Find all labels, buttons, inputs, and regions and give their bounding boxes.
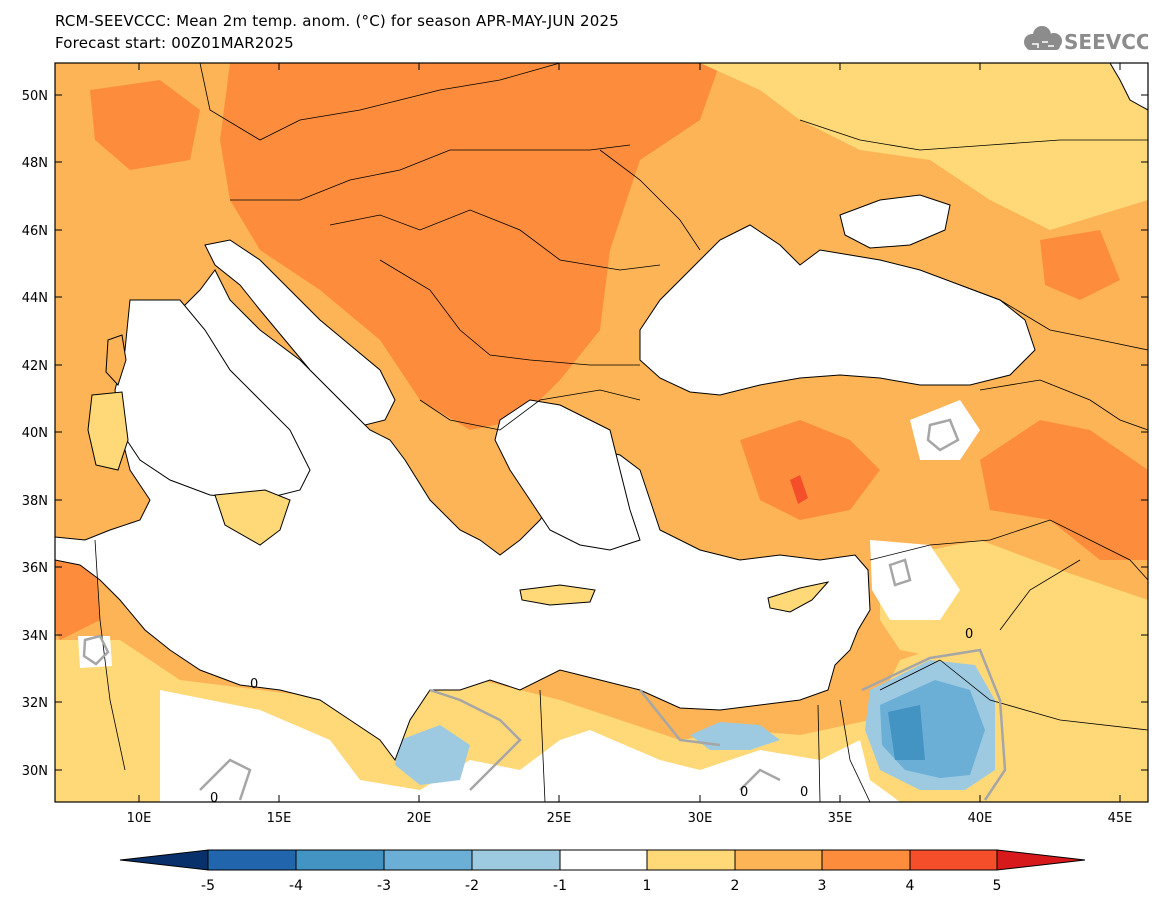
mediterranean-sea	[55, 269, 871, 762]
warm-anomaly-zone-tunisia	[55, 560, 100, 640]
island-cyprus	[767, 581, 830, 613]
lat-label: 40N	[22, 426, 48, 441]
hot-spot-central-anatolia	[790, 475, 808, 504]
logo-text: SEEVCCC	[1064, 30, 1148, 54]
black-sea	[639, 224, 1036, 396]
lon-label: 20E	[407, 811, 432, 826]
contour-label: 0	[250, 677, 258, 692]
neutral-anomaly-zone-east-turkey	[910, 400, 980, 460]
colorbar-label: 2	[731, 878, 740, 894]
axis-ticks	[55, 63, 1148, 802]
colorbar-bin	[295, 849, 385, 871]
mild-anomaly-zone-ukraine-russia	[700, 63, 1148, 230]
neutral-anomaly-zone-egypt-libya	[160, 690, 900, 802]
colorbar-bin	[383, 849, 473, 871]
cool-anomaly-zone-cyrenaica	[395, 725, 470, 785]
lat-label: 36N	[22, 561, 48, 576]
contour-label: 0	[210, 791, 218, 806]
colorbar: -5 -4 -3 -2 -1 1 2 3 4 5	[119, 849, 1086, 894]
lat-label: 30N	[22, 764, 48, 779]
warm-anomaly-zone-anatolia	[740, 420, 880, 520]
forecast-start-subtitle: Forecast start: 00Z01MAR2025	[55, 34, 294, 52]
lon-label: 10E	[127, 811, 152, 826]
lat-label: 34N	[22, 629, 48, 644]
map-plot-area: 0 0 0 0 0	[55, 63, 1148, 806]
colorbar-label: 4	[906, 878, 915, 894]
lat-label: 50N	[22, 89, 48, 104]
colorbar-label: -4	[289, 878, 303, 894]
island-sardinia	[87, 391, 129, 471]
lat-label: 32N	[22, 696, 48, 711]
caspian-sea	[1109, 63, 1148, 111]
longitude-labels: 10E 15E 20E 25E 30E 35E 40E 45E	[127, 811, 1133, 826]
cloud-icon	[1024, 26, 1062, 50]
warm-anomaly-zone-central-europe	[220, 63, 720, 430]
island-crete	[519, 584, 596, 606]
aegean-sea	[494, 399, 641, 551]
contour-label: 0	[740, 785, 748, 800]
colorbar-bin	[909, 849, 998, 871]
colorbar-label: 1	[643, 878, 652, 894]
colorbar-label: -2	[465, 878, 479, 894]
warm-anomaly-zone-alps	[90, 80, 200, 170]
contour-label: 0	[965, 627, 973, 642]
lon-label: 25E	[547, 811, 572, 826]
seevccc-logo: SEEVCCC	[1024, 26, 1148, 54]
zero-anomaly-contours	[82, 418, 1007, 801]
country-borders	[94, 63, 1148, 802]
lat-label: 42N	[22, 359, 48, 374]
colorbar-bin	[646, 849, 736, 871]
map-title: RCM-SEEVCCC: Mean 2m temp. anom. (°C) fo…	[55, 12, 619, 30]
lon-label: 30E	[688, 811, 713, 826]
sea-of-azov	[839, 194, 951, 249]
lat-label: 46N	[22, 224, 48, 239]
colorbar-bin	[734, 849, 823, 871]
colorbar-bin	[559, 849, 648, 871]
contour-label: 0	[800, 785, 808, 800]
colorbar-arrow-low	[119, 849, 209, 871]
adriatic-sea	[204, 239, 396, 426]
latitude-labels: 50N 48N 46N 44N 42N 40N 38N 36N 34N 32N …	[22, 89, 48, 779]
colorbar-label: 3	[818, 878, 827, 894]
warm-anomaly-zone-caucasus	[1040, 230, 1120, 300]
colorbar-label: -1	[553, 878, 567, 894]
lon-label: 40E	[968, 811, 993, 826]
lon-label: 15E	[267, 811, 292, 826]
colorbar-bin	[207, 849, 297, 871]
island-sicily	[214, 489, 291, 546]
lon-label: 45E	[1108, 811, 1133, 826]
colorbar-label: -5	[201, 878, 215, 894]
neutral-anomaly-zone-syria	[870, 540, 960, 620]
colorbar-bin	[471, 849, 561, 871]
lat-label: 48N	[22, 156, 48, 171]
cool-anomaly-zone-jordan-deep	[888, 705, 925, 760]
colorbar-label: 5	[993, 878, 1002, 894]
lat-label: 38N	[22, 494, 48, 509]
island-corsica	[105, 334, 127, 386]
warm-anomaly-zone-east-anatolia	[980, 420, 1148, 560]
lon-label: 35E	[828, 811, 853, 826]
colorbar-label: -3	[377, 878, 391, 894]
lat-label: 44N	[22, 291, 48, 306]
colorbar-arrow-high	[996, 849, 1086, 871]
colorbar-bin	[821, 849, 911, 871]
